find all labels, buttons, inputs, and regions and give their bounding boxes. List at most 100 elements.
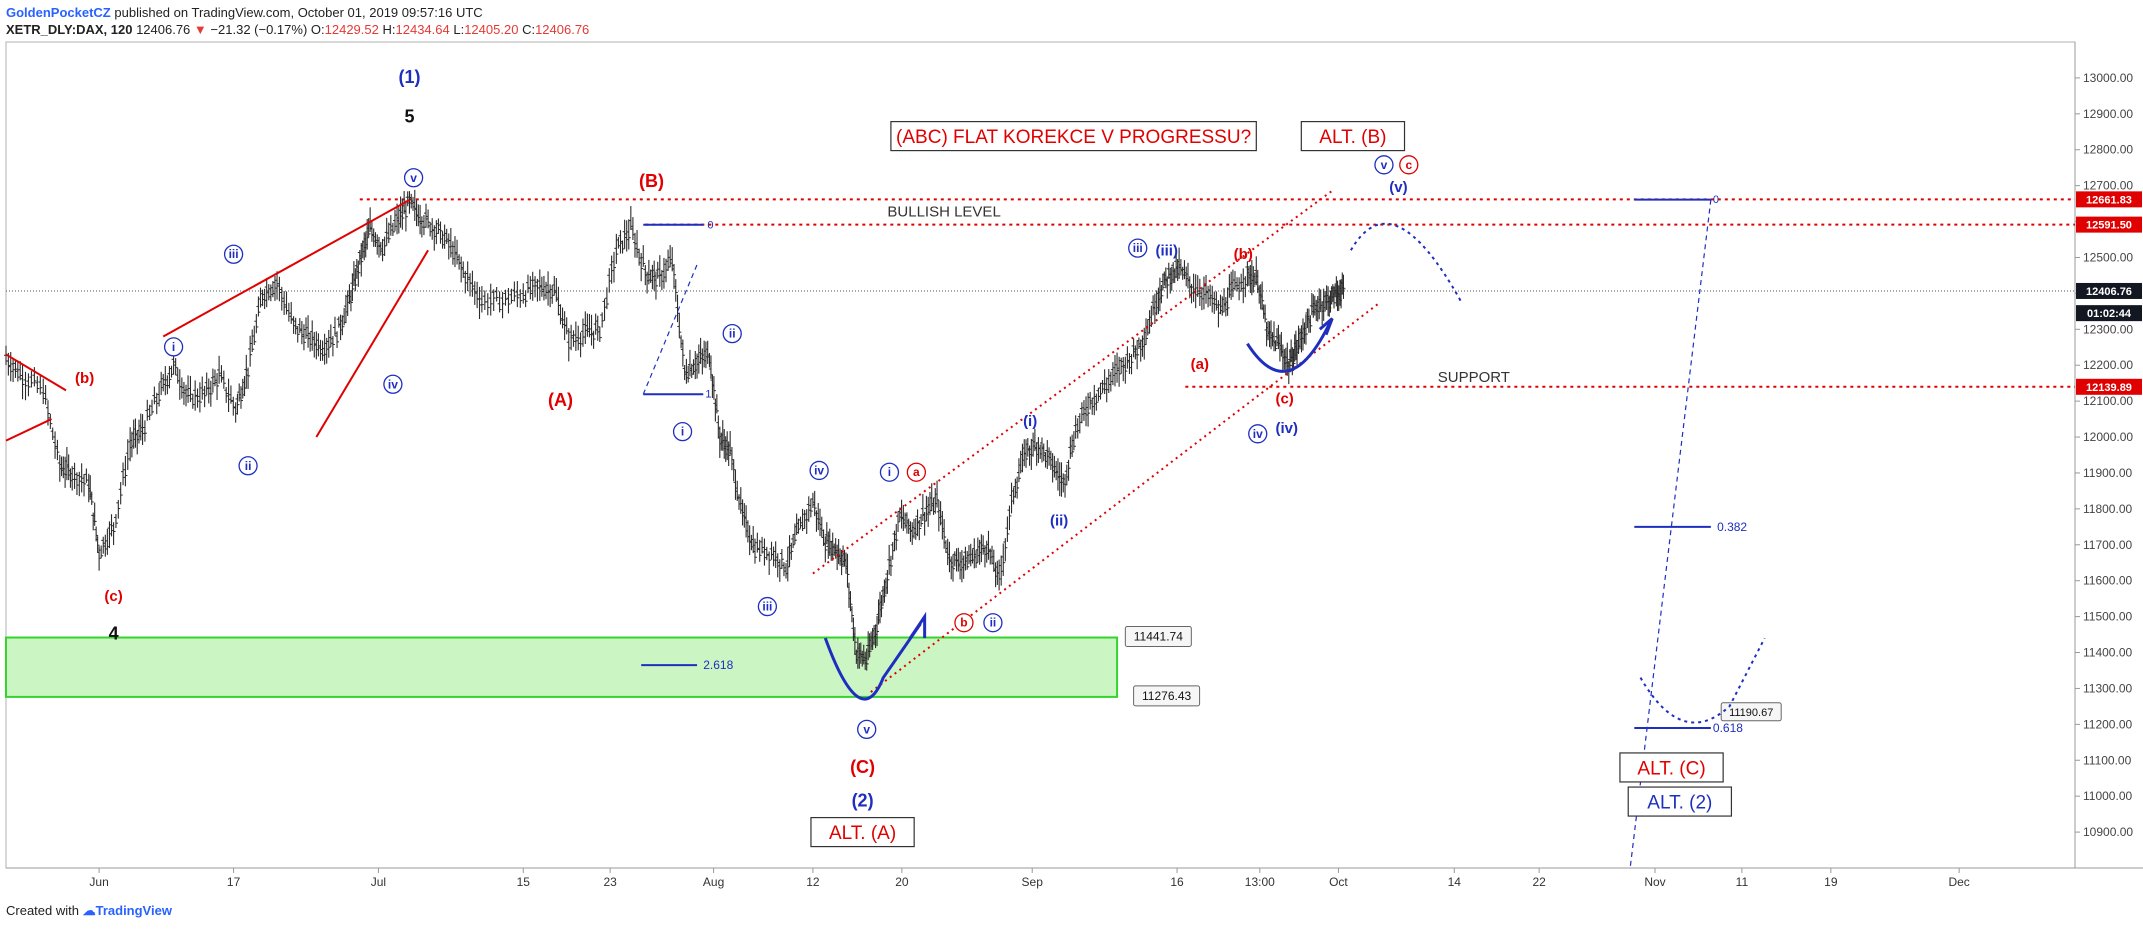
wave-label: i [681, 425, 684, 439]
wave-label: v [1381, 158, 1388, 172]
wave-label: iv [388, 377, 398, 391]
alt-2-label: ALT. (2) [1647, 792, 1712, 813]
y-tick-label: 12500.00 [2083, 250, 2133, 264]
x-tick-label: 15 [517, 875, 531, 889]
wave-circle [954, 613, 974, 633]
y-tick-label: 11600.00 [2083, 574, 2132, 588]
wave-label: 4 [109, 624, 119, 644]
arrow-head-icon [908, 611, 927, 639]
projection-arrow [1246, 321, 1332, 373]
wave-label: ii [245, 459, 252, 473]
support-label: SUPPORT [1438, 369, 1510, 386]
y-tick-label: 12100.00 [2083, 394, 2133, 408]
x-tick-label: 17 [227, 875, 241, 889]
close-value: 12406.76 [535, 22, 590, 37]
ohlc-line: XETR_DLY:DAX, 120 12406.76 ▼ −21.32 (−0.… [6, 21, 589, 38]
future-path [1639, 637, 1766, 724]
down-arrow-icon: ▼ [193, 22, 207, 37]
wave-circle [983, 613, 1003, 633]
zone-bottom-label: 11276.43 [1142, 689, 1191, 703]
wave-label: v [410, 171, 417, 185]
wave-circle [672, 422, 693, 442]
price-label: 12139.89 [2086, 382, 2132, 394]
y-tick-label: 10900.00 [2083, 825, 2133, 839]
fib-value-box [1720, 702, 1782, 722]
y-tick-label: 11500.00 [2083, 610, 2132, 624]
wave-label: iii [229, 247, 239, 261]
x-tick-label: 20 [895, 875, 909, 889]
wave-circle [757, 596, 778, 617]
x-tick-label: Sep [1022, 875, 1044, 889]
wave-label: (b) [1234, 246, 1253, 263]
zone-bottom-label-box [1133, 685, 1201, 707]
wave-circle [722, 323, 742, 344]
y-tick-label: 11800.00 [2083, 502, 2132, 516]
wedge-line [5, 418, 52, 442]
alt-b-label: ALT. (B) [1319, 127, 1386, 148]
fib-label: 1 [705, 389, 711, 401]
publisher-link[interactable]: GoldenPocketCZ [6, 5, 111, 20]
wave-circle [1128, 238, 1148, 258]
x-tick-label: Jun [89, 875, 108, 889]
price-label: 12406.76 [2086, 286, 2132, 298]
wave-label: (c) [104, 588, 122, 605]
wave-label: (iii) [1155, 243, 1178, 260]
x-tick-label: 23 [603, 875, 617, 889]
alt-2-label-box [1627, 786, 1733, 817]
published-text: published on TradingView.com, October 01… [114, 5, 483, 20]
wave-circle [403, 168, 424, 188]
fib-2618-label: 2.618 [703, 658, 733, 672]
y-tick-label: 11300.00 [2083, 681, 2132, 695]
x-tick-label: Dec [1948, 875, 1969, 889]
wave-label: 5 [404, 106, 414, 126]
price-label-bg [2076, 191, 2142, 208]
wave-circle [1399, 155, 1419, 175]
wedge-line [315, 249, 429, 438]
high-label: H: [382, 22, 396, 37]
zone-top-label: 11441.74 [1134, 630, 1183, 644]
wave-label: (v) [1389, 179, 1407, 196]
future-path [1349, 222, 1462, 302]
tradingview-brand[interactable]: TradingView [95, 903, 172, 918]
low-value: 12405.20 [464, 22, 519, 37]
publish-line: GoldenPocketCZ published on TradingView.… [6, 4, 589, 21]
fib-label: 0 [707, 220, 713, 232]
y-tick-label: 12900.00 [2083, 107, 2133, 121]
wave-label: iii [1133, 241, 1143, 255]
wave-circle [1248, 424, 1268, 444]
wave-label: (ii) [1050, 512, 1068, 529]
footer: Created with ☁TradingView [6, 903, 172, 919]
low-label: L: [453, 22, 465, 37]
alt-a-label: ALT. (A) [829, 823, 896, 844]
price-label: 01:02:44 [2087, 308, 2132, 320]
last-price: 12406.76 [136, 22, 191, 37]
wave-label: (b) [75, 370, 94, 387]
y-tick-label: 13000.00 [2083, 71, 2133, 85]
y-tick-label: 11900.00 [2083, 466, 2132, 480]
y-tick-label: 11700.00 [2083, 538, 2132, 552]
fib-0-label: 0 [1713, 194, 1719, 206]
alt-b-label-box [1300, 120, 1406, 152]
y-tick-label: 12800.00 [2083, 143, 2133, 157]
price-label-bg [2076, 305, 2142, 322]
wave-label: (a) [1191, 356, 1209, 373]
alt-c-label-box [1619, 752, 1724, 783]
wave-label: ii [990, 616, 997, 630]
headline-label-box [890, 120, 1257, 152]
price-label: 12661.83 [2086, 194, 2132, 206]
demand-zone [5, 636, 1119, 698]
wave-label: (B) [639, 171, 664, 191]
wave-circle [857, 719, 877, 740]
bullish-level-label: BULLISH LEVEL [887, 204, 1000, 221]
wave-circle [1374, 155, 1394, 175]
close-label: C: [522, 22, 536, 37]
x-tick-label: 13:00 [1245, 875, 1275, 889]
chart-header: GoldenPocketCZ published on TradingView.… [6, 4, 589, 38]
wave-circle [238, 456, 258, 476]
price-label: 12591.50 [2086, 220, 2132, 232]
y-tick-label: 11100.00 [2083, 753, 2132, 767]
x-tick-label: 14 [1448, 875, 1462, 889]
wave-label: b [960, 616, 967, 630]
alt-c-label: ALT. (C) [1637, 758, 1705, 779]
